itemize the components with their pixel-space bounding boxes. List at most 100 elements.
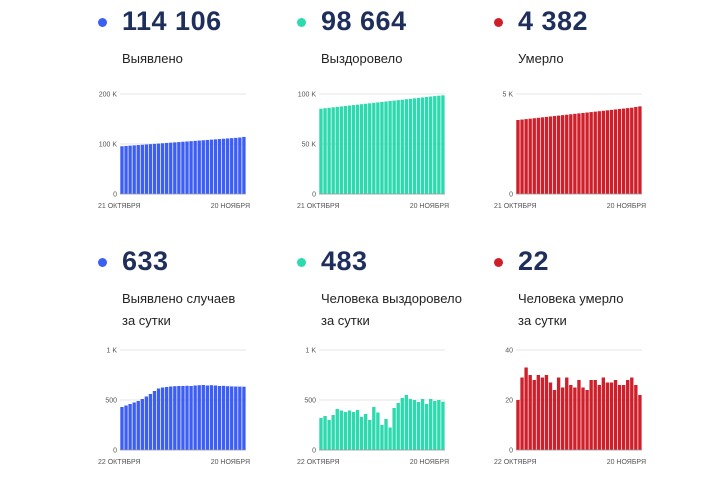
bar [343,412,348,450]
bar [136,401,140,450]
bar [124,145,128,194]
bar [230,138,234,194]
label-line: Умерло [518,51,564,66]
bar [638,395,642,450]
total-recovered-value: 98 664 [321,6,407,36]
x-tick-label-start: 21 ОКТЯБРЯ [98,203,141,210]
bar [388,101,392,194]
bar [544,116,549,194]
bar [593,111,597,194]
bar [355,410,360,450]
bar [144,144,149,194]
y-tick-label: 0 [312,448,316,455]
bar [221,385,226,450]
bar [536,117,540,194]
bar [609,382,614,450]
bar [634,385,638,450]
bar [136,145,140,194]
bar [120,146,124,194]
bar [556,115,561,194]
bar [128,145,132,194]
bar [433,96,437,194]
bar [634,107,638,194]
bar [577,113,581,194]
bar [552,116,557,194]
bar [343,106,348,194]
bar [177,386,181,450]
x-tick-label-end: 20 НОЯБРЯ [607,203,646,210]
bar [148,144,153,194]
bar [540,117,545,194]
x-tick-label-start: 22 ОКТЯБРЯ [98,459,141,466]
dot-icon [297,18,306,27]
chart-detected: 0 100 K 200 K 21 ОКТЯБРЯ 20 НОЯБРЯ [98,92,250,211]
chart-recovered: 0 50 K 100 K 21 ОКТЯБРЯ 20 НОЯБРЯ [297,92,449,211]
bar [520,377,524,450]
bar [609,109,614,194]
y-tick-label: 0 [113,448,117,455]
bar [372,407,376,450]
bar [424,404,429,450]
bar [621,108,626,194]
bar [429,96,433,194]
total-recovered-label: Выздоровело [321,48,496,70]
bar [173,386,177,450]
panel-detected: 114 106 Выявлено 0 100 K 200 K 21 ОКТЯБРЯ 20… [98,6,293,236]
label-line: Выявлено [122,51,183,66]
bar [404,395,409,450]
bar [630,377,634,450]
bar [368,103,372,194]
bar [617,109,622,194]
bar [573,113,577,194]
bar [589,380,593,450]
bar [621,385,626,450]
bar [339,106,343,194]
daily-recovered-value: 483 [321,246,368,276]
bar [221,138,226,194]
dot-icon [494,258,503,267]
dot-icon [98,18,107,27]
y-tick-label: 100 K [99,142,118,149]
y-tick-label: 40 [505,348,513,355]
dot-icon [494,18,503,27]
bar [132,145,136,194]
bar [364,103,368,194]
bar [152,391,157,450]
bar [120,407,124,450]
y-tick-label: 20 [505,398,513,405]
bar [181,141,185,194]
bar [185,141,189,194]
bar [433,401,437,450]
bar [323,108,327,194]
chart-daily-detected: 0 500 1 K 22 ОКТЯБРЯ 20 НОЯБРЯ [98,348,250,467]
bar [193,385,197,450]
bar [396,403,400,450]
bar [613,380,618,450]
bar [380,425,384,450]
x-tick-label-start: 21 ОКТЯБРЯ [297,203,340,210]
total-deaths-label: Умерло [518,48,693,70]
bar [528,375,532,450]
y-tick-label: 5 K [502,92,513,99]
bar [209,139,214,194]
bar [173,142,177,194]
y-tick-label: 50 K [302,142,317,149]
bar [573,387,577,450]
bar [565,377,569,450]
bar [412,98,417,194]
bar [331,107,335,194]
bar [327,107,331,194]
label-line: за сутки [321,313,370,328]
bar [388,427,392,450]
bar [577,380,581,450]
bar [532,118,536,194]
x-tick-label-start: 22 ОКТЯБРЯ [297,459,340,466]
y-tick-label: 500 [304,398,316,405]
bar [561,387,565,450]
bar [585,390,589,450]
bar [516,120,520,194]
bar [408,98,413,194]
bar [331,415,335,450]
bar [376,412,380,450]
bar [209,385,214,450]
